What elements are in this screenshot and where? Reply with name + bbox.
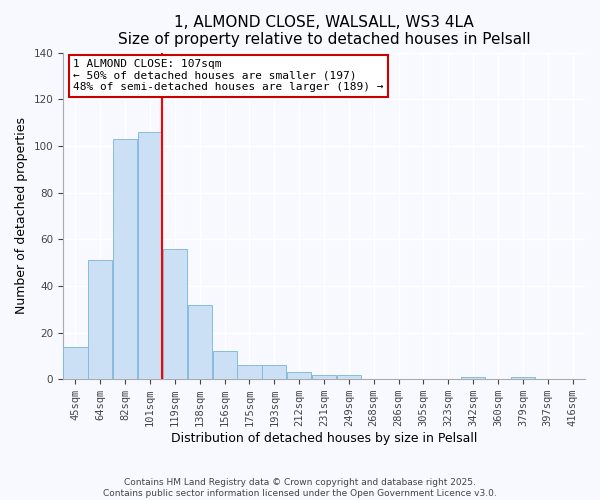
- Bar: [64, 346, 88, 379]
- X-axis label: Distribution of detached houses by size in Pelsall: Distribution of detached houses by size …: [171, 432, 477, 445]
- Bar: [461, 377, 485, 379]
- Bar: [163, 248, 187, 379]
- Bar: [188, 304, 212, 379]
- Bar: [88, 260, 112, 379]
- Bar: [238, 365, 262, 379]
- Bar: [337, 374, 361, 379]
- Bar: [138, 132, 162, 379]
- Bar: [212, 351, 236, 379]
- Text: 1 ALMOND CLOSE: 107sqm
← 50% of detached houses are smaller (197)
48% of semi-de: 1 ALMOND CLOSE: 107sqm ← 50% of detached…: [73, 60, 384, 92]
- Bar: [262, 365, 286, 379]
- Y-axis label: Number of detached properties: Number of detached properties: [15, 118, 28, 314]
- Bar: [287, 372, 311, 379]
- Bar: [511, 377, 535, 379]
- Bar: [312, 374, 336, 379]
- Bar: [113, 139, 137, 379]
- Text: Contains HM Land Registry data © Crown copyright and database right 2025.
Contai: Contains HM Land Registry data © Crown c…: [103, 478, 497, 498]
- Title: 1, ALMOND CLOSE, WALSALL, WS3 4LA
Size of property relative to detached houses i: 1, ALMOND CLOSE, WALSALL, WS3 4LA Size o…: [118, 15, 530, 48]
